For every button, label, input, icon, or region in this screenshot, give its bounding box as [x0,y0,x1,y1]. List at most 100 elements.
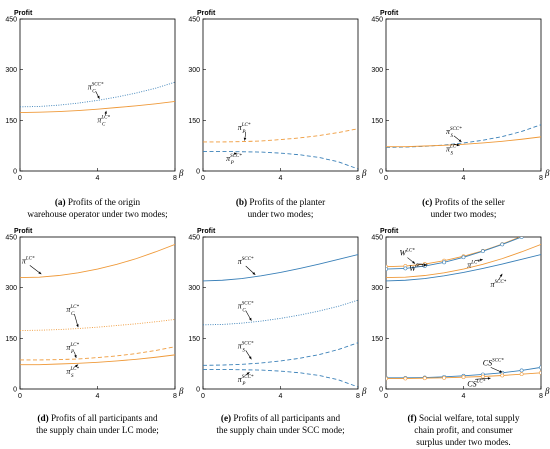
y-tick-label: 450 [188,17,200,24]
caption-text: Profits of the origin [68,197,141,207]
y-axis-title: Profit [197,10,216,17]
x-axis-variable: β [544,168,550,178]
annotation-label-4-sup: LC* [69,367,79,372]
annotation-label-2: πLC* [446,144,459,153]
series-marker [403,266,408,271]
x-tick-label: 4 [279,175,283,182]
series-line-1 [203,128,358,143]
series-line-2 [386,136,541,148]
series-marker [519,237,524,239]
series-marker [539,365,541,370]
caption-tag: (c) [422,197,435,207]
y-tick-label: 0 [196,387,200,394]
annotation-label-1: WLC* [399,249,415,258]
annotation-label-1: πSCC* [238,257,254,266]
annotation-arrowhead [233,152,237,156]
annotation-arrowhead [104,110,107,114]
y-tick-label: 150 [5,118,17,125]
annotation-label-3: πLC* [66,343,79,352]
annotation-arrowhead [252,272,256,275]
caption-text: Profits of all participants and [51,413,158,423]
x-tick-label: 4 [96,393,100,400]
x-tick-label: 8 [356,175,360,182]
annotation-label-4: πSCC* [238,375,254,384]
plot-frame [385,18,542,172]
series-marker [461,255,466,260]
annotation-label-1: πLC* [22,256,35,265]
y-tick-label: 0 [13,387,17,394]
annotation-label-1-sup: LC* [405,249,415,254]
y-tick-label: 300 [371,285,383,292]
caption-line-2: under two modes; [431,209,497,219]
annotation-label-1: πSCC* [446,127,462,136]
plot-frame [19,236,176,390]
x-tick-label: 8 [539,175,543,182]
caption-tag: (d) [37,413,51,423]
annotation-label-3-sup: LC* [69,343,79,348]
x-tick-label: 8 [173,175,177,182]
annotation-label-2: πSCC* [238,302,254,311]
annotation-label-1-sup: SCC* [242,257,254,262]
annotation-label-2-sup: SCC* [416,264,428,269]
y-axis-title: Profit [14,228,33,235]
annotation-arrowhead [458,139,462,142]
caption-text: Profits of all participants and [233,413,340,423]
series-marker [442,375,447,380]
annotation-arrowhead [246,372,250,375]
y-axis-title: Profit [197,228,216,235]
annotation-arrowhead [423,263,427,267]
y-tick-label: 450 [371,17,383,24]
y-axis-title: Profit [14,10,33,17]
series-line-4 [20,354,175,366]
series-marker [500,242,505,247]
annotation-arrowhead [97,95,100,99]
y-tick-label: 0 [379,169,383,176]
y-tick-label: 150 [188,118,200,125]
caption-line-2: the supply chain under LC mode; [36,425,159,435]
annotation-label-4: πLC* [66,367,79,376]
series-marker [539,370,541,375]
annotation-label-2-sub: C [242,309,246,314]
caption-line-1: (c) Profits of the seller [422,197,505,207]
annotation-label-2: πLC* [97,115,110,124]
annotation-label-3: πLC* [467,260,480,269]
y-tick-label: 300 [371,67,383,74]
caption-line-1: (a) Profits of the origin [55,197,141,207]
caption-line-1: (d) Profits of all participants and [37,413,158,423]
caption-tag: (b) [236,197,250,207]
annotation-label-4-sub: P [241,382,245,387]
annotation-label-3-sup: LC* [470,260,480,265]
x-tick-label: 8 [539,393,543,400]
series-marker [480,249,485,254]
annotation-label-1: πSCC* [88,82,104,91]
y-tick-label: 450 [5,17,17,24]
annotation-label-1-sub: S [451,134,454,139]
y-axis-title: Profit [380,10,399,17]
annotation-label-2: πSCC* [226,154,242,163]
series-marker [519,372,524,377]
caption-text: Social welfare, total supply [419,413,520,423]
series-line-1 [386,237,522,268]
caption-line-3: surplus under two modes. [416,437,510,447]
series-marker [480,374,485,379]
annotation-label-4-sup: SCC* [495,280,507,285]
caption-line-1: (f) Social welfare, total supply [407,413,519,423]
caption-line-2: chain profit, and consumer [414,425,512,435]
annotation-arrowhead [499,273,503,277]
y-tick-label: 150 [5,336,17,343]
x-tick-label: 0 [18,393,22,400]
caption-tag: (f) [407,413,418,423]
annotation-label-2-sup: LC* [449,144,459,149]
caption-line-2: under two modes; [248,209,314,219]
caption-text: Profits of the planter [249,197,325,207]
series-group [20,81,175,114]
y-tick-label: 0 [13,169,17,176]
annotation-label-5: CSSCC* [483,358,505,367]
annotation-arrowhead [412,260,416,264]
annotation-label-2-sub: C [71,312,75,317]
caption-line-1: (e) Profits of all participants and [221,413,341,423]
